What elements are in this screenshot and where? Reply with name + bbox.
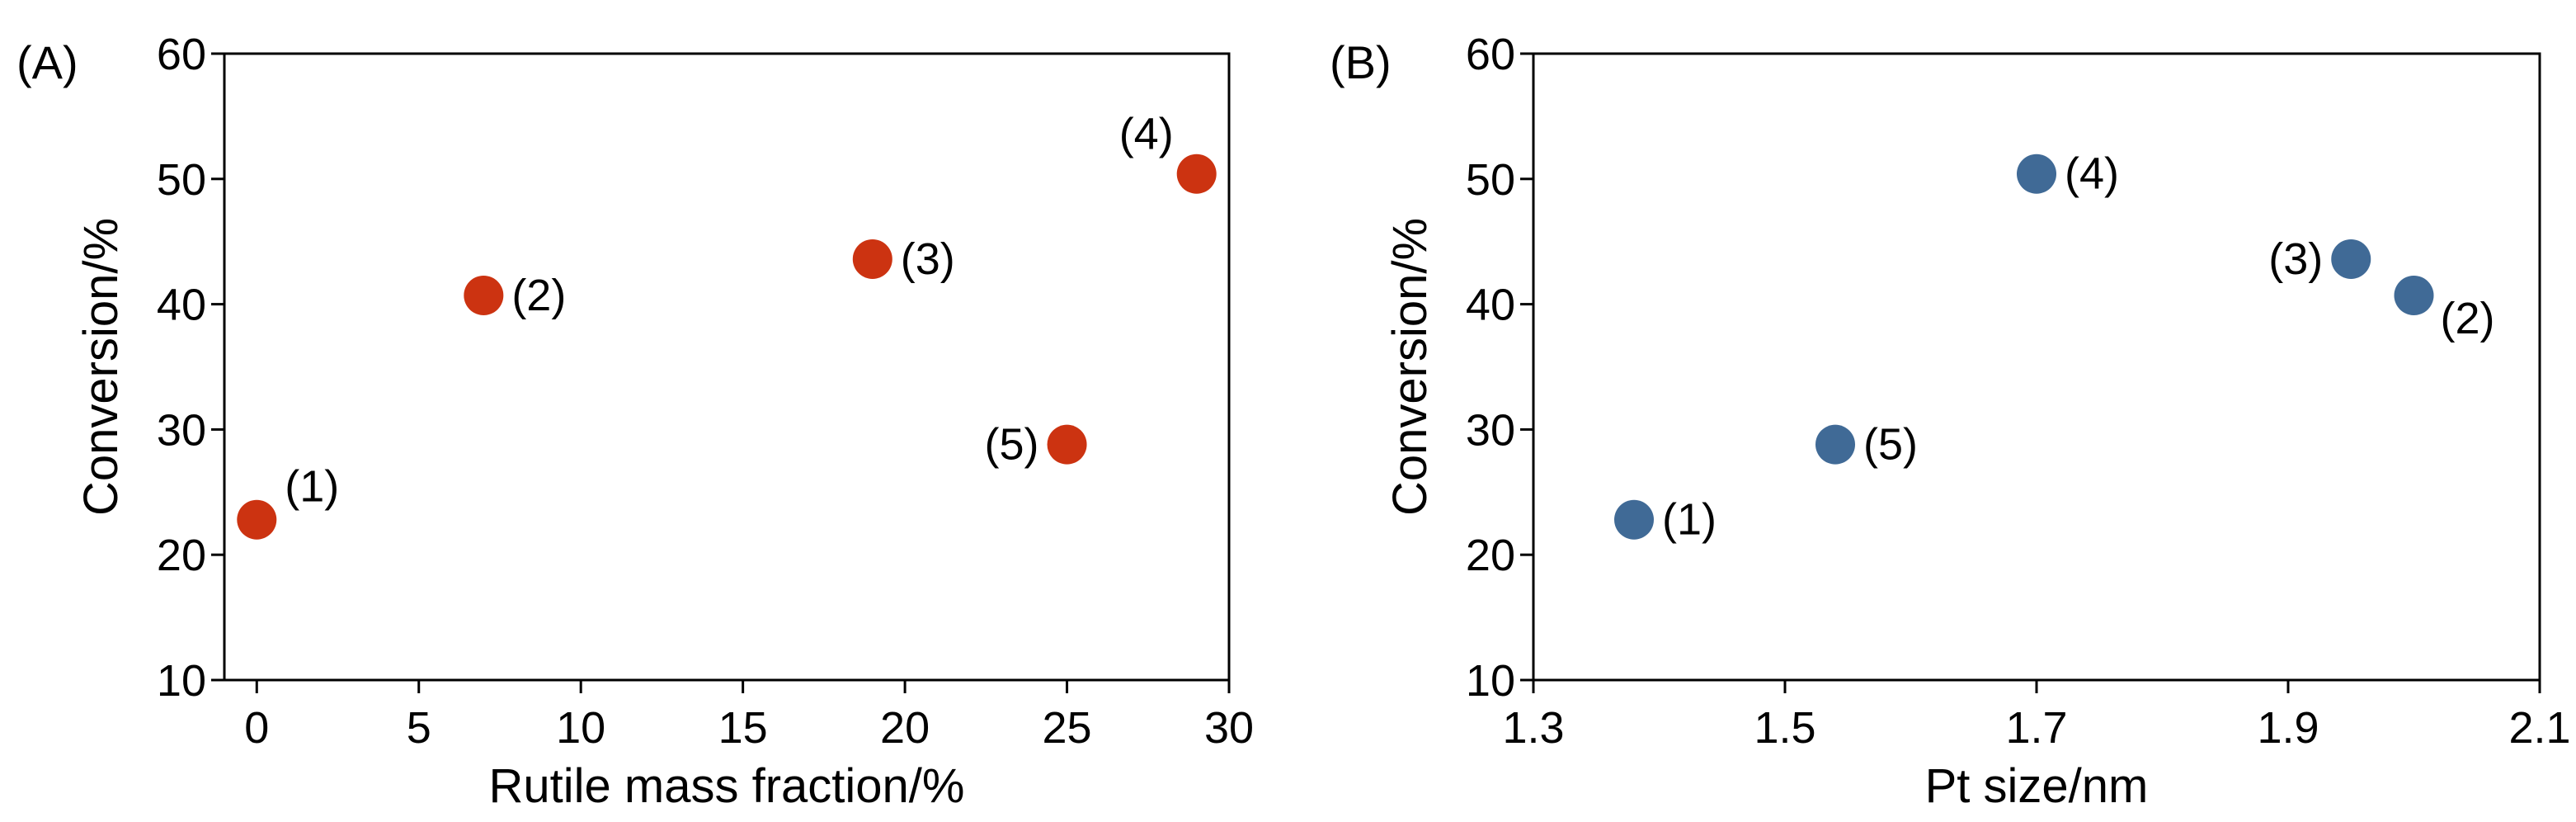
x-tick-label: 10: [556, 703, 605, 753]
x-axis-title: Rutile mass fraction/%: [489, 759, 965, 813]
x-tick-label: 15: [718, 703, 768, 753]
point-label: (3): [901, 234, 955, 284]
panel-a: (A) 10 20 30 40 50 60 0 5 10 15 20 25 30 Rutile mass f…: [16, 30, 1254, 813]
x-tick-label: 30: [1204, 703, 1254, 753]
x-tick-label: 1.9: [2257, 703, 2319, 753]
data-point: [237, 499, 277, 540]
data-point: [1815, 424, 1855, 465]
panel-b: (B) 10 20 30 40 50 60 1.3 1.5 1.7 1.9 2.1 Pt size/nm…: [1330, 30, 2571, 813]
y-tick-label: 60: [157, 30, 206, 79]
y-tick-label: 30: [157, 405, 206, 455]
x-tick-label: 1.5: [1754, 703, 1815, 753]
y-tick-label: 20: [1466, 531, 1515, 580]
data-point: [1047, 424, 1087, 465]
point-label: (2): [2441, 294, 2495, 343]
data-point: [852, 239, 892, 279]
panel-label: (A): [16, 36, 78, 88]
x-tick-label: 5: [407, 703, 431, 753]
point-label: (4): [2065, 149, 2119, 199]
y-tick-label: 30: [1466, 405, 1515, 455]
point-label: (1): [1662, 495, 1717, 545]
y-tick-label: 10: [157, 656, 206, 706]
point-label: (3): [2268, 234, 2323, 284]
data-point: [2017, 154, 2056, 194]
data-point: [464, 275, 504, 315]
point-label: (2): [511, 271, 566, 320]
x-tick-label: 2.1: [2508, 703, 2570, 753]
y-tick-label: 20: [157, 531, 206, 580]
y-axis-title: Conversion/%: [1383, 218, 1437, 516]
x-tick-label: 0: [244, 703, 269, 753]
data-point: [2394, 275, 2434, 315]
data-point: [2331, 239, 2371, 279]
x-tick-label: 20: [880, 703, 930, 753]
y-axis-title: Conversion/%: [74, 218, 128, 516]
x-tick-label: 25: [1043, 703, 1092, 753]
y-tick-label: 50: [1466, 155, 1515, 205]
point-label: (5): [1863, 420, 1918, 470]
y-tick-label: 10: [1466, 656, 1515, 706]
panel-label: (B): [1330, 36, 1392, 88]
y-tick-label: 50: [157, 155, 206, 205]
point-label: (1): [285, 462, 339, 512]
y-tick-label: 40: [1466, 281, 1515, 330]
plot-frame: [223, 52, 1231, 682]
y-tick-label: 60: [1466, 30, 1515, 79]
x-tick-label: 1.7: [2005, 703, 2067, 753]
x-axis-title: Pt size/nm: [1925, 759, 2149, 813]
y-tick-label: 40: [157, 281, 206, 330]
data-point: [1614, 499, 1654, 540]
point-label: (4): [1119, 110, 1174, 159]
point-label: (5): [985, 420, 1039, 470]
data-point: [1176, 154, 1217, 194]
x-tick-label: 1.3: [1502, 703, 1564, 753]
plot-frame: [1532, 52, 2541, 682]
